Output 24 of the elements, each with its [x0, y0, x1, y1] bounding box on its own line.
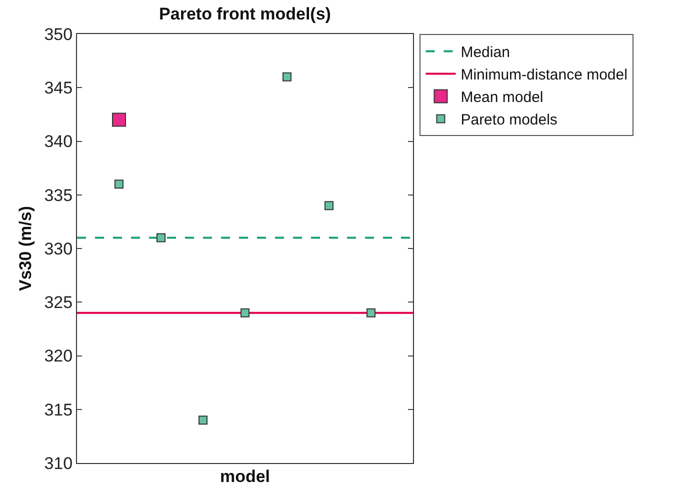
point: [114, 180, 124, 189]
legend-label: Minimum-distance model: [460, 66, 628, 84]
chart-title: Pareto front model(s): [159, 4, 331, 24]
y-tick-label: 325: [44, 293, 73, 312]
legend-label: Mean model: [460, 89, 544, 106]
x-axis-title: model: [220, 466, 270, 486]
legend-label: Median: [460, 44, 510, 62]
point: [156, 233, 166, 242]
y-tick-label: 315: [44, 400, 73, 420]
point: [282, 72, 292, 82]
y-tick-label: 350: [44, 24, 73, 44]
y-tick-label: 320: [44, 346, 73, 366]
y-tick-label: 345: [44, 78, 73, 98]
point: [240, 308, 250, 318]
point: [324, 201, 334, 210]
y-tick-label: 310: [44, 454, 73, 473]
point: [112, 112, 126, 127]
y-tick-label: 340: [44, 132, 73, 152]
y-tick-label: 335: [44, 186, 73, 205]
point: [366, 308, 376, 318]
point: [198, 416, 208, 425]
legend-label: Pareto models: [460, 112, 558, 129]
y-tick-label: 330: [44, 239, 73, 258]
y-axis-title: Vs30 (m/s): [16, 206, 35, 292]
